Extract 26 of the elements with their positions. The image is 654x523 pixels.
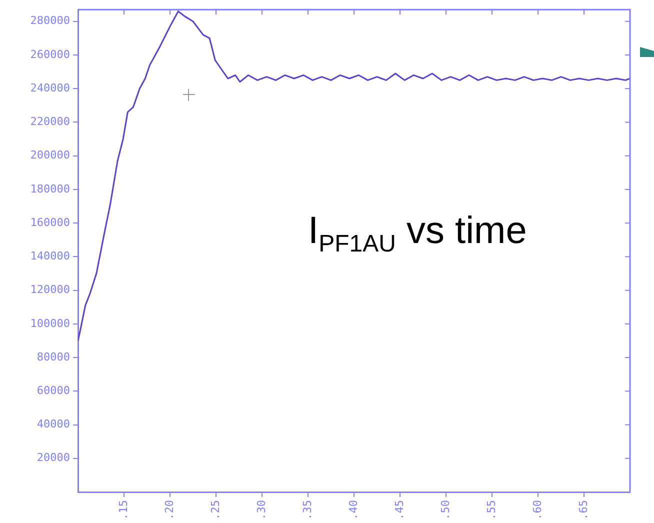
x-tick-label: .60 [530, 500, 544, 520]
x-tick-label: .30 [254, 500, 268, 520]
x-tick-label: .40 [346, 500, 360, 520]
y-tick-label: 140000 [30, 250, 70, 263]
x-tick-label: .65 [576, 500, 590, 520]
y-tick-label: 280000 [30, 14, 70, 28]
x-tick-label: .55 [484, 500, 498, 520]
y-tick-label: 60000 [36, 384, 70, 398]
x-tick-label: .25 [208, 500, 222, 520]
y-tick-label: 40000 [36, 418, 70, 431]
y-tick-label: 200000 [30, 148, 70, 162]
y-tick-label: 20000 [36, 451, 70, 464]
y-tick-label: 80000 [36, 350, 70, 364]
x-tick-label: .20 [162, 500, 176, 520]
x-tick-label: .45 [392, 500, 406, 520]
y-tick-label: 180000 [30, 182, 70, 196]
x-tick-label: .35 [300, 500, 314, 520]
y-tick-label: 160000 [30, 216, 70, 229]
y-tick-label: 240000 [30, 81, 70, 94]
x-tick-label: .15 [116, 500, 130, 520]
y-tick-label: 220000 [30, 115, 70, 128]
x-tick-label: .50 [438, 500, 452, 520]
y-tick-label: 260000 [30, 48, 70, 61]
y-tick-label: 120000 [30, 283, 70, 296]
annotation: I$_{PF1AU}$ vs time [308, 210, 527, 259]
y-tick-label: 100000 [30, 316, 70, 330]
